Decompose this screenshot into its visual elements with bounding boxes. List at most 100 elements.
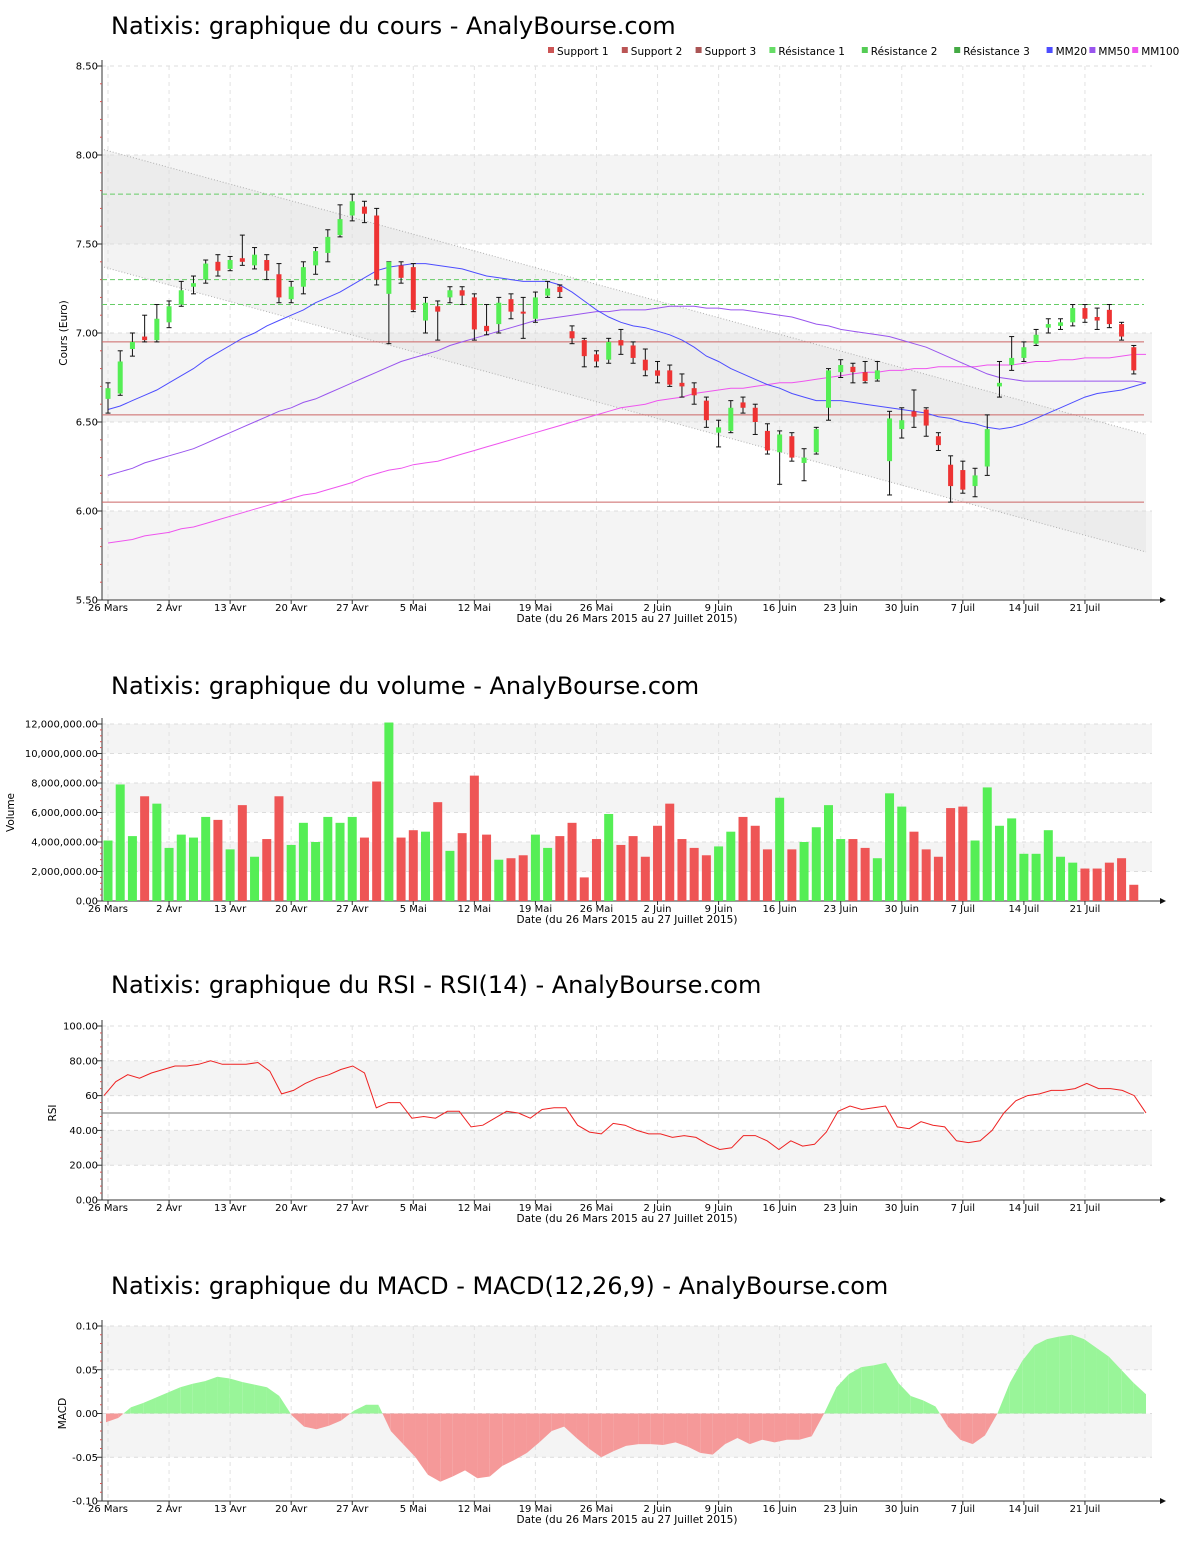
- candle: [557, 286, 563, 293]
- chart-title: Natixis: graphique du MACD - MACD(12,26,…: [111, 1272, 888, 1300]
- volume-bar: [848, 839, 858, 901]
- candle: [325, 236, 331, 253]
- candle: [142, 336, 148, 341]
- volume-bar: [494, 859, 504, 901]
- x-tick-label: 2 Juin: [644, 603, 672, 614]
- candle: [435, 306, 441, 312]
- macd-area: [601, 1413, 614, 1458]
- y-axis-label: Volume: [5, 793, 17, 832]
- x-tick-label: 26 Mai: [580, 904, 613, 915]
- x-tick-label: 23 Juin: [824, 904, 858, 915]
- legend-swatch: [695, 47, 702, 53]
- macd-area: [279, 1396, 291, 1414]
- candle: [764, 430, 770, 451]
- candle: [1058, 322, 1064, 326]
- macd-area: [786, 1413, 800, 1440]
- candle: [117, 361, 123, 394]
- x-tick-label: 2 Juin: [644, 904, 672, 915]
- macd-area: [378, 1404, 383, 1414]
- background-band: [102, 724, 1152, 754]
- candle: [1106, 309, 1112, 325]
- macd-area: [1096, 1347, 1109, 1414]
- x-axis-label: Date (du 26 Mars 2015 au 27 Juillet 2015…: [517, 1213, 738, 1225]
- candle: [1119, 324, 1125, 337]
- volume-bar: [396, 837, 406, 901]
- candle: [154, 318, 160, 341]
- macd-area: [290, 1413, 292, 1416]
- candle: [581, 340, 587, 357]
- candle: [618, 340, 624, 346]
- macd-area: [217, 1376, 230, 1414]
- macd-area: [477, 1413, 490, 1479]
- volume-bar: [970, 840, 980, 901]
- volume-bar: [1068, 862, 1078, 901]
- volume-bar: [982, 787, 992, 901]
- macd-area: [873, 1362, 886, 1414]
- volume-bar: [225, 849, 235, 901]
- x-axis-arrow: [1160, 1498, 1166, 1504]
- macd-area: [737, 1413, 750, 1445]
- y-tick-label: 6.50: [76, 418, 98, 429]
- x-tick-label: 26 Mars: [88, 1203, 128, 1214]
- volume-bar: [958, 806, 968, 901]
- y-tick-label: 4,000,000.00: [31, 838, 98, 849]
- candle: [801, 457, 807, 463]
- y-tick-label: 100.00: [63, 1022, 98, 1033]
- macd-area: [316, 1413, 329, 1430]
- x-tick-label: 23 Juin: [824, 603, 858, 614]
- candle: [1094, 316, 1100, 321]
- macd-area: [725, 1413, 738, 1445]
- volume-bar: [701, 855, 711, 901]
- y-axis-label: MACD: [57, 1398, 69, 1429]
- x-tick-label: 20 Avr: [275, 603, 308, 614]
- macd-area: [910, 1396, 924, 1414]
- volume-bar: [543, 847, 553, 901]
- candle: [789, 436, 795, 458]
- legend-swatch: [1089, 47, 1096, 53]
- background-band: [102, 1060, 1152, 1096]
- volume-bar: [323, 816, 333, 901]
- volume-bar: [872, 858, 882, 901]
- legend-entry: MM100: [1141, 46, 1179, 58]
- macd-area: [886, 1362, 899, 1414]
- x-axis-label: Date (du 26 Mars 2015 au 27 Juillet 2015…: [517, 613, 738, 625]
- x-axis-arrow: [1160, 1197, 1166, 1203]
- macd-chart: -0.10 -0.05 0.00 0.05 0.10 26 Mars 2 Avr 13 Avr…: [57, 1272, 1166, 1526]
- x-tick-label: 16 Juin: [762, 603, 796, 614]
- y-tick-label: 40.00: [69, 1126, 98, 1137]
- x-tick-label: 14 Juil: [1009, 1504, 1040, 1515]
- trend-channel: [104, 149, 1146, 552]
- candle: [203, 263, 209, 280]
- candle: [288, 286, 294, 300]
- volume-bar: [1007, 818, 1017, 901]
- volume-bar: [689, 847, 699, 901]
- volume-bar: [298, 822, 308, 901]
- candle: [190, 283, 196, 287]
- candle: [984, 429, 990, 467]
- candle: [850, 366, 856, 373]
- x-tick-label: 9 Juin: [705, 1504, 733, 1515]
- macd-area: [972, 1413, 986, 1445]
- volume-bar: [176, 834, 186, 901]
- macd-area: [415, 1413, 428, 1475]
- macd-area: [382, 1413, 391, 1431]
- volume-bar: [591, 839, 601, 901]
- candle: [349, 201, 355, 216]
- x-tick-label: 23 Juin: [824, 1203, 858, 1214]
- volume-bar: [579, 877, 589, 901]
- x-tick-label: 13 Avr: [214, 1504, 247, 1515]
- x-tick-label: 26 Mars: [88, 1504, 128, 1515]
- candle: [300, 267, 306, 287]
- volume-bar: [250, 856, 260, 901]
- volume-bar: [1104, 862, 1114, 901]
- macd-area: [997, 1382, 1010, 1414]
- x-tick-label: 14 Juil: [1009, 603, 1040, 614]
- volume-bar: [482, 834, 492, 901]
- legend-entry: Support 1: [557, 46, 609, 58]
- y-tick-label: 8,000,000.00: [31, 779, 98, 790]
- y-tick-label: 0.00: [76, 897, 98, 908]
- volume-bar: [946, 808, 956, 901]
- x-tick-label: 30 Juin: [885, 603, 919, 614]
- legend-swatch: [861, 47, 868, 53]
- candle: [337, 219, 343, 236]
